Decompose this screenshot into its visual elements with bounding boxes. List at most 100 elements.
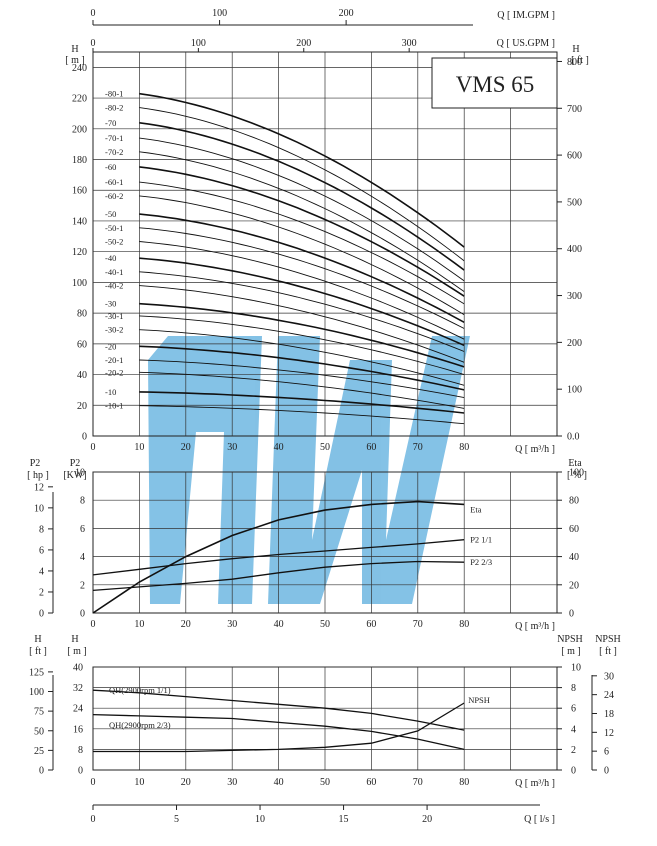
head-curve-line <box>139 359 465 399</box>
npsh-m-tick-label: 4 <box>571 724 576 735</box>
head-curve-line <box>139 166 465 297</box>
head-curve-label: -40-2 <box>105 281 123 291</box>
power-x-axis-label: Q [ m³/h ] <box>515 621 555 632</box>
head-curve-line <box>139 371 465 409</box>
power-kw-tick-label: 0 <box>80 609 85 620</box>
npsh-m-tick-label: 10 <box>571 663 581 674</box>
head-curve-label: -40-1 <box>105 267 123 277</box>
head-y-tick-label: 200 <box>72 124 87 135</box>
head-curve-label: -50 <box>105 209 116 219</box>
qh-x-tick-label: 30 <box>227 777 237 788</box>
qh-x-tick-label: 10 <box>134 777 144 788</box>
head-curve-line <box>139 107 465 262</box>
ls-axis-label: Q [ l/s ] <box>524 814 555 825</box>
head-curve-label: -30 <box>105 299 116 309</box>
qh-x-tick-label: 0 <box>91 777 96 788</box>
head-curve-line <box>139 213 465 324</box>
head-curve-line <box>139 405 465 425</box>
npsh-ft-tick-label: 12 <box>604 728 614 739</box>
power-x-tick-label: 40 <box>274 619 284 630</box>
qh-x-tick-label: 20 <box>181 777 191 788</box>
qh-series-line <box>93 702 465 753</box>
power-eta-tick-label: 0 <box>569 609 574 620</box>
npsh-m-axis-unit: [ m ] <box>561 646 580 657</box>
head-right-tick-label: 300 <box>567 291 582 302</box>
power-hp-tick-label: 2 <box>39 587 44 598</box>
head-x-tick-label: 40 <box>274 442 284 453</box>
power-kw-tick-label: 10 <box>75 468 85 479</box>
power-hp-axis-unit: [ hp ] <box>27 470 49 481</box>
head-curve-line <box>139 227 465 329</box>
qh-ft-tick-label: 75 <box>34 707 44 718</box>
power-x-tick-label: 60 <box>366 619 376 630</box>
head-x-tick-label: 50 <box>320 442 330 453</box>
head-y-tick-label: 220 <box>72 94 87 105</box>
qh-ft-tick-label: 50 <box>34 726 44 737</box>
qh-m-axis-title: H <box>71 634 78 645</box>
head-y-tick-label: 120 <box>72 247 87 258</box>
head-curve-line <box>139 181 465 305</box>
npsh-m-axis-title: NPSH <box>557 634 583 645</box>
head-left-axis-title: H <box>71 44 78 55</box>
npsh-m-tick-label: 2 <box>571 745 576 756</box>
power-hp-tick-label: 0 <box>39 609 44 620</box>
qh-m-tick-label: 40 <box>73 663 83 674</box>
qh-x-tick-label: 70 <box>413 777 423 788</box>
ls-tick-label: 15 <box>339 814 349 825</box>
head-curve-line <box>139 137 465 282</box>
power-x-tick-label: 10 <box>134 619 144 630</box>
qh-series-line <box>92 689 465 731</box>
head-curve-label: -60-1 <box>105 177 123 187</box>
qh-ft-tick-label: 25 <box>34 746 44 757</box>
power-eta-axis-title: Eta <box>568 458 582 469</box>
head-right-axis-unit: [ ft ] <box>571 55 589 66</box>
qh-ft-tick-label: 100 <box>29 687 44 698</box>
power-hp-tick-label: 12 <box>34 482 44 493</box>
title-box <box>431 57 558 109</box>
head-curve-label: -20-1 <box>105 355 123 365</box>
head-curve-line <box>139 329 465 386</box>
power-eta-tick-label: 100 <box>569 468 584 479</box>
power-kw-tick-label: 4 <box>80 552 85 563</box>
power-eta-axis-unit: [ % ] <box>567 470 587 481</box>
qh-x-tick-label: 80 <box>459 777 469 788</box>
head-x-tick-label: 80 <box>459 442 469 453</box>
head-x-tick-label: 60 <box>366 442 376 453</box>
head-y-tick-label: 180 <box>72 155 87 166</box>
npsh-ft-tick-label: 24 <box>604 690 614 701</box>
head-curve-line <box>139 151 465 292</box>
head-y-tick-label: 40 <box>77 370 87 381</box>
head-y-tick-label: 140 <box>72 216 87 227</box>
power-series-label: P2 2/3 <box>470 557 492 567</box>
qh-x-tick-label: 40 <box>274 777 284 788</box>
npsh-m-tick-label: 6 <box>571 704 576 715</box>
power-x-tick-label: 50 <box>320 619 330 630</box>
qh-m-tick-label: 8 <box>78 745 83 756</box>
power-x-tick-label: 0 <box>91 619 96 630</box>
usgpm-tick-label: 300 <box>402 38 417 49</box>
qh-m-tick-label: 24 <box>73 704 83 715</box>
head-curve-label: -60 <box>105 162 116 172</box>
power-x-tick-label: 30 <box>227 619 237 630</box>
head-left-axis-unit: [ m ] <box>65 55 84 66</box>
qh-m-tick-label: 32 <box>73 683 83 694</box>
qh-x-tick-label: 50 <box>320 777 330 788</box>
npsh-ft-tick-label: 30 <box>604 671 614 682</box>
power-series-label: Eta <box>470 504 482 514</box>
power-series-line <box>92 500 465 614</box>
qh-two-thirds-speed-label: QH(2900rpm 2/3) <box>109 720 171 730</box>
head-y-tick-label: 240 <box>72 63 87 74</box>
head-curve-line <box>139 257 465 347</box>
power-series-label: P2 1/1 <box>470 535 492 545</box>
power-eta-tick-label: 80 <box>569 496 579 507</box>
qh-ft-axis-title: H <box>34 634 41 645</box>
power-x-tick-label: 80 <box>459 619 469 630</box>
imgpm-axis-label: Q [ IM.GPM ] <box>497 10 555 21</box>
head-curve-label: -30-2 <box>105 325 123 335</box>
usgpm-tick-label: 0 <box>91 38 96 49</box>
head-curve-line <box>139 391 465 414</box>
head-right-tick-label: 600 <box>567 151 582 162</box>
head-y-tick-label: 160 <box>72 186 87 197</box>
qh-x-tick-label: 60 <box>366 777 376 788</box>
